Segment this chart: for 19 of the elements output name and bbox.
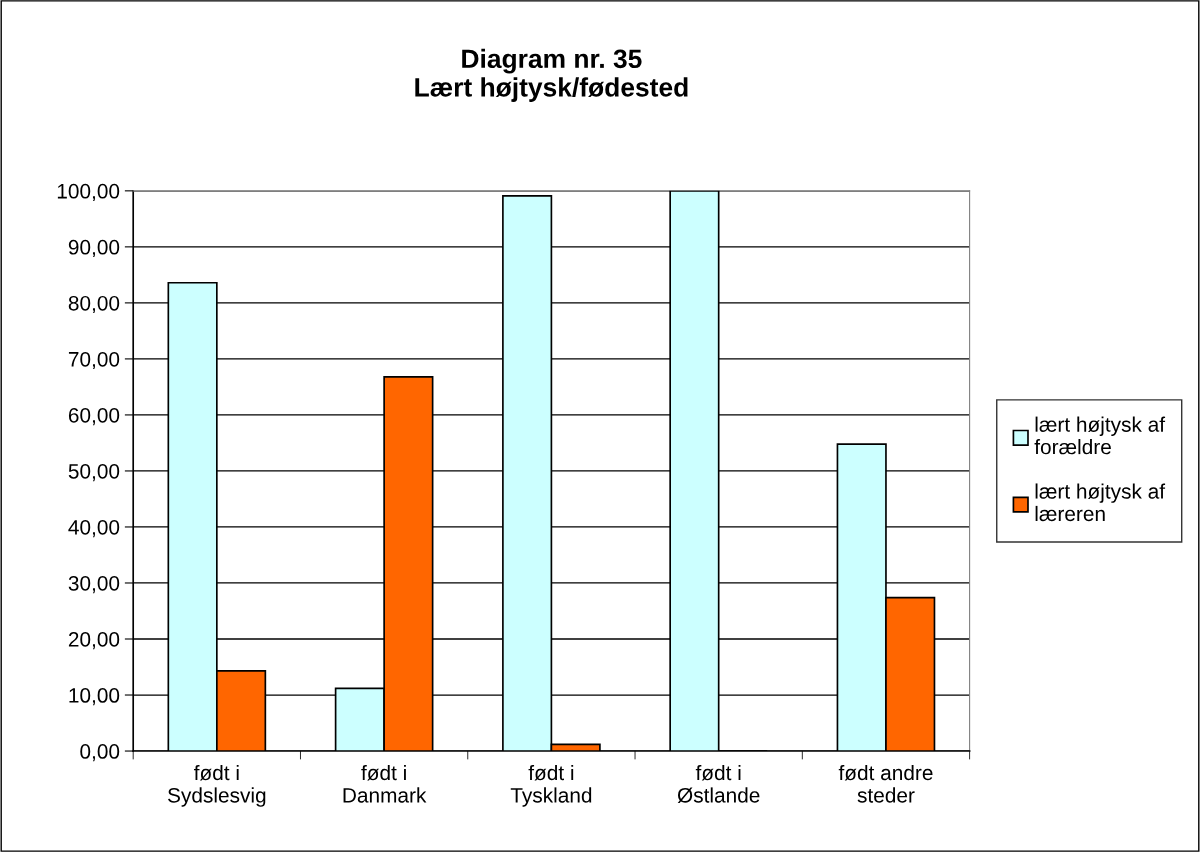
- y-tick-label: 70,00: [68, 351, 120, 370]
- y-tick-label: 0,00: [80, 744, 120, 762]
- y-tick-label: 40,00: [68, 519, 120, 538]
- y-tick-label: 30,00: [68, 575, 120, 594]
- y-tick-label: 50,00: [68, 463, 120, 482]
- y-tick-label: 20,00: [68, 632, 120, 650]
- x-tick-label: født i Sydslesvig: [168, 764, 266, 807]
- y-tick-label: 80,00: [68, 295, 120, 314]
- legend-label: lært højtysk af forældre: [1034, 416, 1166, 455]
- y-tick-label: 10,00: [69, 688, 120, 706]
- y-tick-label: 90,00: [68, 239, 120, 258]
- chart-title: Diagram nr. 35 Lært højtysk/fødested: [415, 48, 688, 102]
- y-tick-label: 60,00: [68, 407, 120, 426]
- x-tick-label: født i Danmark: [343, 764, 427, 803]
- y-tick-label: 100,00: [57, 183, 120, 202]
- legend-label: lært højtysk af læreren: [1035, 483, 1166, 522]
- x-tick-label: født andre steder: [838, 764, 933, 803]
- x-tick-label: født i Østlande: [677, 764, 760, 803]
- x-tick-label: født i Tyskland: [510, 764, 592, 807]
